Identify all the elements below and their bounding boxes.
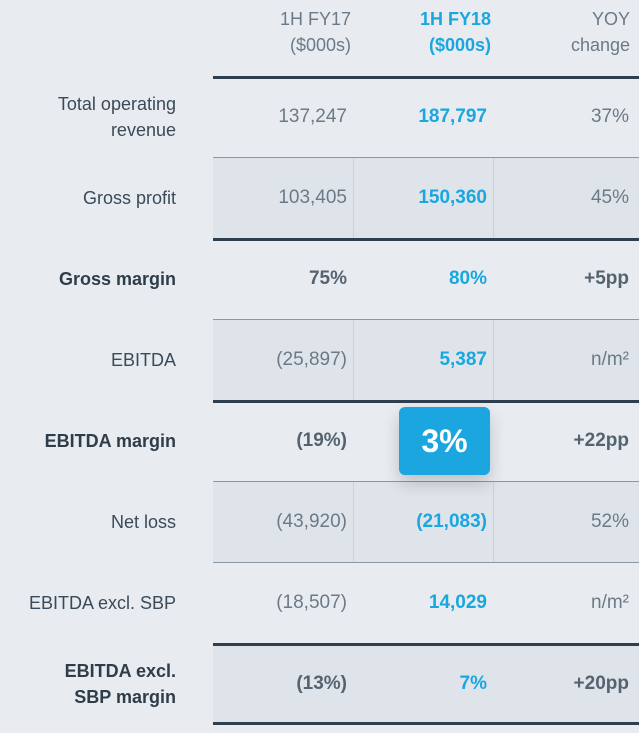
header-1h-fy17: 1H FY17 ($000s): [279, 9, 351, 55]
row-divider: [213, 481, 639, 482]
cell-fy17: (43,920): [276, 510, 347, 532]
cell-fy17: (25,897): [276, 348, 347, 370]
ebitda-margin-highlight-badge: 3%: [399, 407, 490, 475]
cell-fy18: 14,029: [428, 591, 487, 613]
row-label: EBITDA excl. SBP: [28, 592, 176, 613]
row-divider: [213, 400, 639, 403]
header-divider: [213, 76, 639, 79]
row-label: EBITDA margin: [44, 430, 176, 451]
table-row: EBITDA excl. SBP margin (13%) 7% +20pp: [0, 643, 639, 724]
cell-fy18: 5,387: [439, 348, 487, 370]
cell-fy17: (18,507): [276, 591, 347, 613]
cell-fy17: (13%): [296, 672, 347, 694]
cell-fy17: 137,247: [278, 105, 347, 127]
row-divider: [213, 157, 639, 158]
cell-yoy: n/m²: [591, 591, 629, 613]
cell-yoy: 37%: [590, 105, 629, 127]
table-header: 1H FY17 ($000s) 1H FY18 ($000s) YOY chan…: [0, 0, 639, 78]
row-label: EBITDA: [110, 349, 176, 370]
cell-fy18: 187,797: [418, 105, 487, 127]
row-label: Total operating revenue: [57, 93, 176, 140]
row-label: Gross profit: [82, 187, 176, 208]
table-row: Net loss (43,920) (21,083) 52%: [0, 481, 639, 562]
cell-fy17: 103,405: [278, 186, 347, 208]
row-label: Net loss: [110, 511, 176, 532]
cell-fy18: (21,083): [416, 510, 487, 532]
cell-fy17: (19%): [296, 429, 347, 451]
row-divider: [213, 319, 639, 320]
cell-yoy: +20pp: [573, 672, 629, 694]
cell-fy18: 150,360: [418, 186, 487, 208]
cell-yoy: +22pp: [573, 429, 629, 451]
row-label: Gross margin: [58, 268, 176, 289]
cell-yoy: n/m²: [591, 348, 629, 370]
cell-fy18: 7%: [459, 672, 487, 694]
cell-yoy: 52%: [590, 510, 629, 532]
header-1h-fy18: 1H FY18 ($000s): [419, 9, 491, 55]
financial-table: Total operating revenue 137,247 187,797 3…: [0, 76, 639, 724]
row-divider: [213, 643, 639, 646]
cell-yoy: 45%: [590, 186, 629, 208]
table-row: Total operating revenue 137,247 187,797 3…: [0, 76, 639, 157]
table-row: EBITDA (25,897) 5,387 n/m²: [0, 319, 639, 400]
table-bottom-border: [213, 722, 639, 725]
table-row: Gross profit 103,405 150,360 45%: [0, 157, 639, 238]
cell-fy17: 75%: [308, 267, 347, 289]
header-yoy-change: YOY change: [570, 9, 630, 55]
table-row: EBITDA margin (19%) +22pp: [0, 400, 639, 481]
row-label: EBITDA excl. SBP margin: [64, 660, 176, 707]
table-row: EBITDA excl. SBP (18,507) 14,029 n/m²: [0, 562, 639, 643]
row-divider: [213, 562, 639, 563]
cell-yoy: +5pp: [584, 267, 629, 289]
table-row: Gross margin 75% 80% +5pp: [0, 238, 639, 319]
row-divider: [213, 238, 639, 241]
cell-fy18: 80%: [448, 267, 487, 289]
